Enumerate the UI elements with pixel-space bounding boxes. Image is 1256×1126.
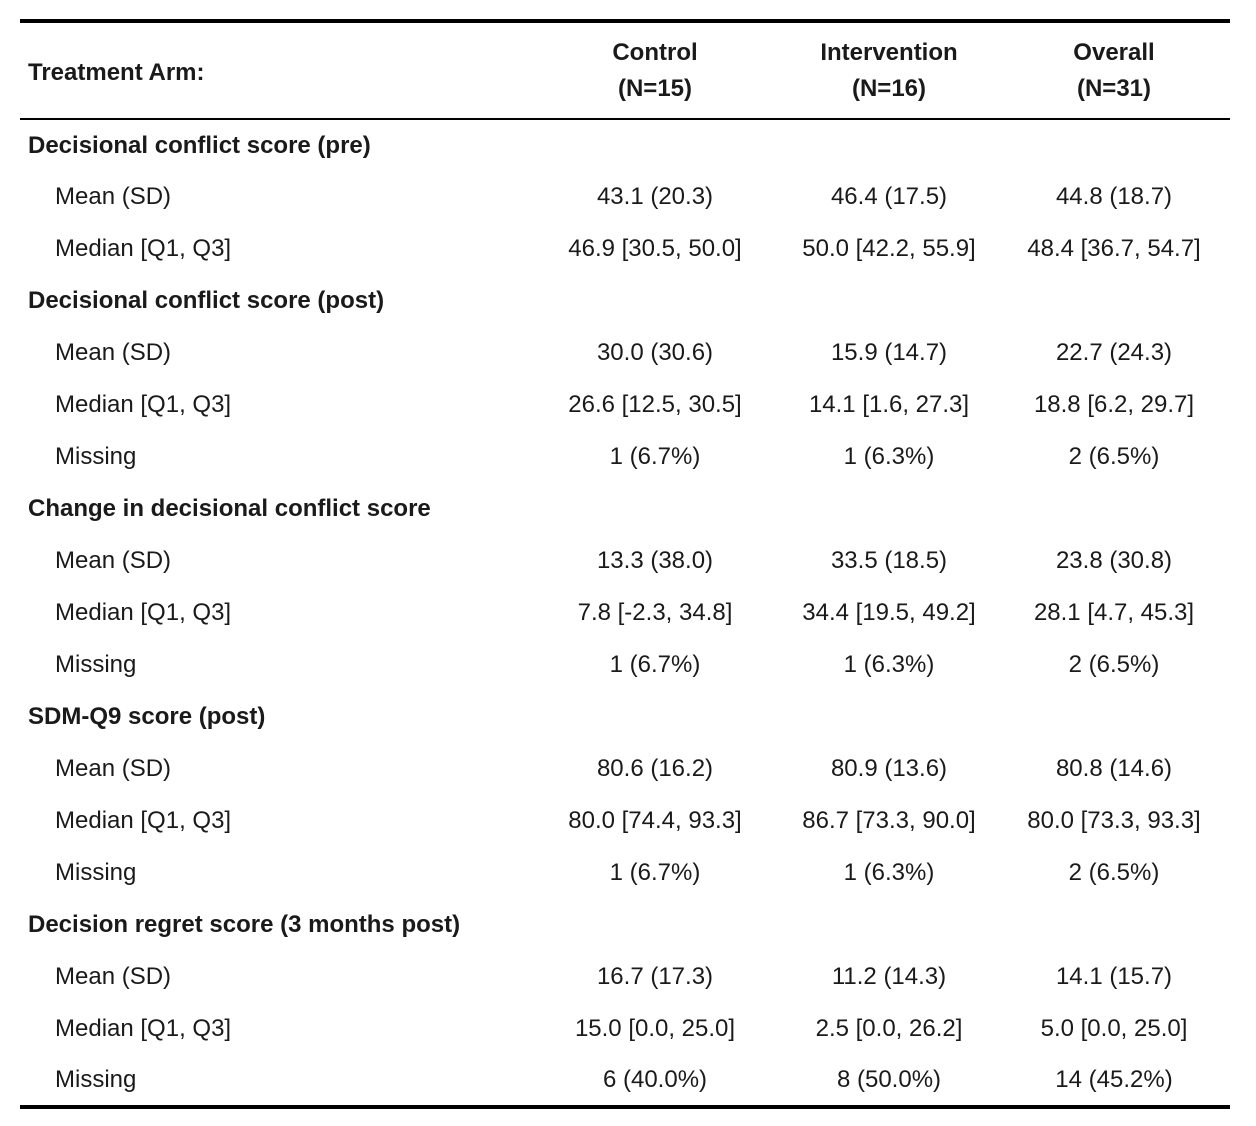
table-row: Mean (SD) 30.0 (30.6) 15.9 (14.7) 22.7 (24.…: [20, 327, 1230, 379]
stat-label: Mean (SD): [55, 183, 172, 210]
cell-control: 30.0 (30.6): [596, 339, 714, 366]
table-row: Missing 1 (6.7%) 1 (6.3%) 2 (6.5%): [20, 431, 1230, 483]
section-header-row: SDM-Q9 score (post): [20, 691, 1230, 743]
cell-intervention: 8 (50.0%): [836, 1066, 942, 1093]
cell-overall: 80.0 [73.3, 93.3]: [1027, 807, 1201, 834]
cell-intervention: 33.5 (18.5): [830, 547, 948, 574]
cell-control: 6 (40.0%): [602, 1066, 708, 1093]
cell-overall: 18.8 [6.2, 29.7]: [1033, 391, 1195, 418]
header-row: Treatment Arm: Control (N=15) Interventi…: [20, 21, 1230, 119]
table-row: Median [Q1, Q3] 15.0 [0.0, 25.0] 2.5 [0.0,…: [20, 1003, 1230, 1055]
cell-intervention: 1 (6.3%): [843, 859, 935, 886]
stat-label: Missing: [55, 1066, 137, 1093]
stat-label: Missing: [55, 859, 137, 886]
cell-intervention: 1 (6.3%): [843, 651, 935, 678]
table-row: Median [Q1, Q3] 46.9 [30.5, 50.0] 50.0 [42…: [20, 223, 1230, 275]
table-header: Treatment Arm: Control (N=15) Interventi…: [20, 21, 1230, 119]
cell-overall: 2 (6.5%): [1068, 651, 1160, 678]
cell-control: 80.6 (16.2): [596, 755, 714, 782]
cell-control: 80.0 [74.4, 93.3]: [568, 807, 742, 834]
stat-label: Median [Q1, Q3]: [55, 599, 232, 626]
cell-overall: 14 (45.2%): [1055, 1066, 1173, 1093]
column-name: Control: [612, 38, 698, 66]
cell-overall: 28.1 [4.7, 45.3]: [1033, 599, 1195, 626]
cell-intervention: 15.9 (14.7): [830, 339, 948, 366]
column-header-control: Control (N=15): [530, 21, 780, 119]
stat-label: Missing: [55, 651, 137, 678]
column-header-intervention: Intervention (N=16): [780, 21, 998, 119]
cell-control: 26.6 [12.5, 30.5]: [568, 391, 742, 418]
section-header-row: Decisional conflict score (pre): [20, 119, 1230, 171]
section-title: SDM-Q9 score (post): [28, 703, 266, 730]
column-n: (N=31): [1076, 74, 1152, 102]
table-row: Mean (SD) 80.6 (16.2) 80.9 (13.6) 80.8 (14.…: [20, 743, 1230, 795]
section-header-row: Decision regret score (3 months post): [20, 899, 1230, 951]
stat-label: Median [Q1, Q3]: [55, 235, 232, 262]
cell-control: 7.8 [-2.3, 34.8]: [577, 599, 733, 626]
section-title: Decisional conflict score (post): [28, 287, 385, 314]
cell-overall: 22.7 (24.3): [1055, 339, 1173, 366]
stat-label: Median [Q1, Q3]: [55, 391, 232, 418]
section-header-row: Change in decisional conflict score: [20, 483, 1230, 535]
cell-control: 46.9 [30.5, 50.0]: [568, 235, 742, 262]
cell-control: 16.7 (17.3): [596, 963, 714, 990]
stat-label: Mean (SD): [55, 547, 172, 574]
table-row: Mean (SD) 13.3 (38.0) 33.5 (18.5) 23.8 (30.…: [20, 535, 1230, 587]
stat-label: Mean (SD): [55, 755, 172, 782]
column-n: (N=16): [851, 74, 927, 102]
cell-intervention: 1 (6.3%): [843, 443, 935, 470]
stat-label: Mean (SD): [55, 963, 172, 990]
cell-intervention: 50.0 [42.2, 55.9]: [802, 235, 976, 262]
table-row: Median [Q1, Q3] 26.6 [12.5, 30.5] 14.1 [1.…: [20, 379, 1230, 431]
column-header-overall: Overall (N=31): [998, 21, 1230, 119]
column-n: (N=15): [617, 74, 693, 102]
section-title: Decision regret score (3 months post): [28, 911, 461, 938]
stat-label: Median [Q1, Q3]: [55, 1015, 232, 1042]
cell-intervention: 14.1 [1.6, 27.3]: [808, 391, 970, 418]
cell-control: 15.0 [0.0, 25.0]: [574, 1015, 736, 1042]
cell-control: 1 (6.7%): [609, 443, 701, 470]
cell-control: 43.1 (20.3): [596, 183, 714, 210]
cell-intervention: 34.4 [19.5, 49.2]: [802, 599, 976, 626]
table-row: Median [Q1, Q3] 7.8 [-2.3, 34.8] 34.4 [19.…: [20, 587, 1230, 639]
summary-table: Treatment Arm: Control (N=15) Interventi…: [20, 19, 1230, 1109]
table-row: Mean (SD) 43.1 (20.3) 46.4 (17.5) 44.8 (18.…: [20, 171, 1230, 223]
cell-intervention: 46.4 (17.5): [830, 183, 948, 210]
cell-control: 13.3 (38.0): [596, 547, 714, 574]
table-row: Missing 1 (6.7%) 1 (6.3%) 2 (6.5%): [20, 847, 1230, 899]
stat-label: Missing: [55, 443, 137, 470]
column-name: Overall: [1073, 38, 1155, 66]
treatment-arm-label: Treatment Arm:: [28, 58, 205, 86]
table-row: Missing 6 (40.0%) 8 (50.0%) 14 (45.2%): [20, 1055, 1230, 1107]
cell-intervention: 80.9 (13.6): [830, 755, 948, 782]
summary-table-container: Treatment Arm: Control (N=15) Interventi…: [20, 19, 1230, 1109]
cell-overall: 48.4 [36.7, 54.7]: [1027, 235, 1201, 262]
table-row: Missing 1 (6.7%) 1 (6.3%) 2 (6.5%): [20, 639, 1230, 691]
stat-label: Median [Q1, Q3]: [55, 807, 232, 834]
cell-control: 1 (6.7%): [609, 651, 701, 678]
cell-overall: 44.8 (18.7): [1055, 183, 1173, 210]
section-title: Decisional conflict score (pre): [28, 131, 371, 159]
column-name: Intervention: [820, 38, 958, 66]
table-row: Mean (SD) 16.7 (17.3) 11.2 (14.3) 14.1 (15.…: [20, 951, 1230, 1003]
section-header-row: Decisional conflict score (post): [20, 275, 1230, 327]
cell-intervention: 11.2 (14.3): [831, 963, 947, 990]
cell-intervention: 2.5 [0.0, 26.2]: [815, 1015, 963, 1042]
cell-overall: 14.1 (15.7): [1055, 963, 1173, 990]
cell-overall: 5.0 [0.0, 25.0]: [1040, 1015, 1188, 1042]
table-row: Median [Q1, Q3] 80.0 [74.4, 93.3] 86.7 [73…: [20, 795, 1230, 847]
stat-label: Mean (SD): [55, 339, 172, 366]
cell-control: 1 (6.7%): [609, 859, 701, 886]
cell-overall: 2 (6.5%): [1068, 859, 1160, 886]
cell-overall: 80.8 (14.6): [1055, 755, 1173, 782]
cell-overall: 2 (6.5%): [1068, 443, 1160, 470]
section-title: Change in decisional conflict score: [28, 495, 431, 522]
cell-intervention: 86.7 [73.3, 90.0]: [802, 807, 976, 834]
table-body: Decisional conflict score (pre) Mean (SD)…: [20, 119, 1230, 1107]
cell-overall: 23.8 (30.8): [1055, 547, 1173, 574]
